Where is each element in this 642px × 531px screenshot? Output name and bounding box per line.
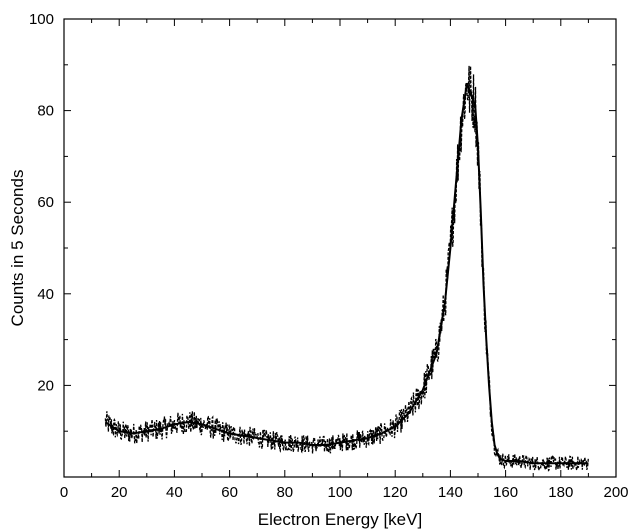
x-tick-label: 60 (221, 484, 238, 501)
y-axis-label: Counts in 5 Seconds (8, 170, 27, 327)
x-tick-label: 160 (493, 484, 518, 501)
x-tick-label: 200 (603, 484, 628, 501)
x-tick-label: 100 (327, 484, 352, 501)
y-tick-label: 20 (37, 377, 54, 394)
plot-frame (63, 18, 617, 478)
x-tick-label: 20 (111, 484, 128, 501)
x-tick-label: 40 (166, 484, 183, 501)
series-mean-line (104, 82, 589, 465)
y-tick-label: 100 (29, 11, 54, 28)
noise-layer (104, 82, 589, 465)
x-tick-label: 0 (60, 484, 68, 501)
x-tick-label: 80 (276, 484, 293, 501)
x-tick-label: 180 (548, 484, 573, 501)
x-tick-label: 120 (383, 484, 408, 501)
x-axis-label: Electron Energy [keV] (258, 510, 422, 529)
x-tick-label: 140 (438, 484, 463, 501)
series-line (104, 65, 589, 473)
y-tick-label: 40 (37, 286, 54, 303)
y-axis: 20 40 60 80 100 (29, 11, 616, 432)
y-tick-label: 60 (37, 194, 54, 211)
x-axis: 0 20 40 60 80 100 120 140 160 180 200 (60, 19, 629, 501)
y-tick-label: 80 (37, 103, 54, 120)
